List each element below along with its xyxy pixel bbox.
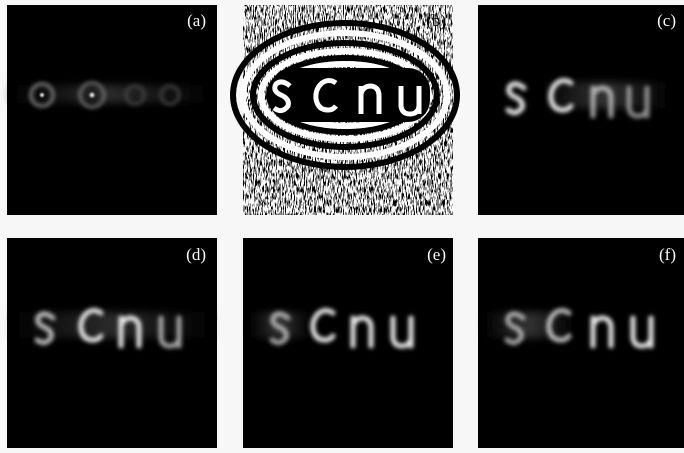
panel-c: (c) (478, 5, 684, 215)
panel-label: (c) (657, 11, 676, 30)
panel-f: (f) (478, 238, 684, 448)
panel-d: (d) (7, 238, 217, 448)
panel-e: (e) (243, 238, 453, 448)
panel-label: (b) (426, 11, 446, 30)
panel-label: (a) (187, 11, 206, 30)
panel-a: (a) (7, 5, 217, 215)
panel-label: (e) (427, 245, 446, 264)
panel-label: (d) (186, 245, 206, 264)
panel-b: (b) (233, 5, 457, 215)
panel-label: (f) (659, 245, 676, 264)
figure: (a) (b) (c) (0, 0, 684, 453)
